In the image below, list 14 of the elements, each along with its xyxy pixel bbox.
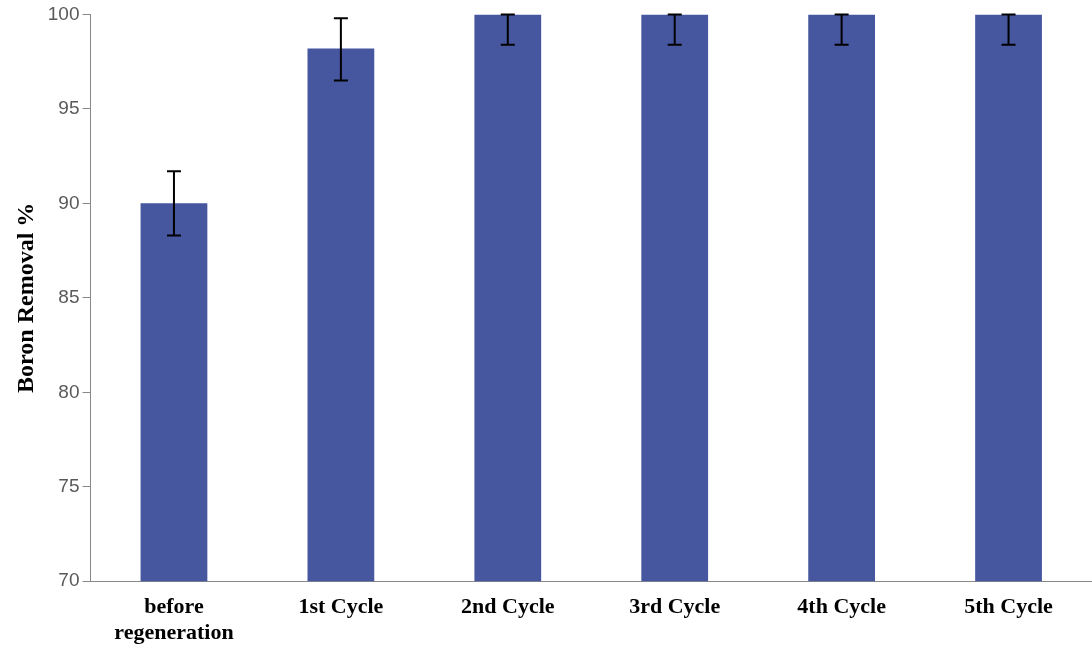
- x-tick-label: 4th Cycle: [797, 593, 887, 619]
- y-tick-label: 95: [58, 97, 80, 119]
- x-tick-label: 2nd Cycle: [461, 593, 555, 619]
- x-tick-label: 5th Cycle: [964, 593, 1054, 619]
- y-tick-label: 75: [58, 474, 80, 496]
- x-tick-label: before regeneration: [114, 593, 234, 645]
- y-tick-label: 70: [58, 569, 80, 591]
- y-tick-label: 85: [58, 286, 80, 308]
- y-tick-label: 80: [58, 380, 80, 402]
- x-tick-label: 3rd Cycle: [629, 593, 721, 619]
- y-tick-label: 90: [58, 191, 80, 213]
- x-tick-label: 1st Cycle: [298, 593, 384, 619]
- y-axis-title: Boron Removal %: [11, 202, 38, 393]
- y-tick-label: 100: [47, 2, 80, 24]
